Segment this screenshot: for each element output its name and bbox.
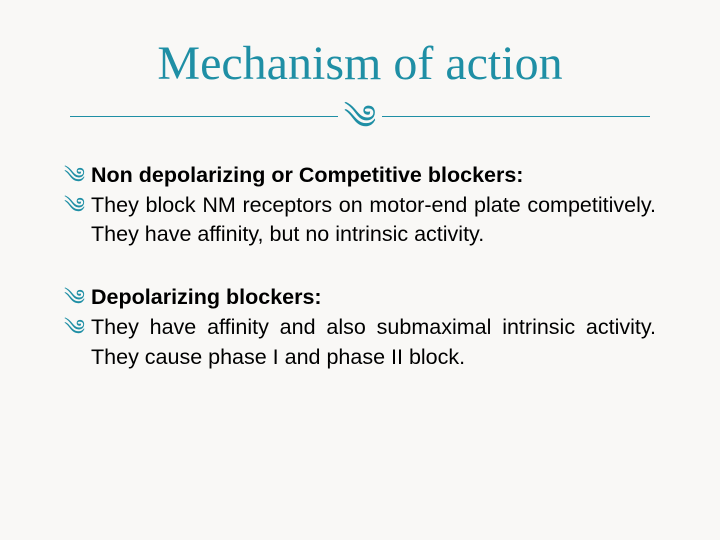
- ornament-line-right: [382, 116, 650, 117]
- ornament-line-left: [70, 116, 338, 117]
- list-item: ༄ They block NM receptors on motor-end p…: [64, 191, 656, 249]
- bullet-icon: ༄: [64, 191, 85, 221]
- bullet-icon: ༄: [64, 313, 85, 343]
- list-item: ༄ Depolarizing blockers:: [64, 283, 656, 313]
- list-item: ༄ They have affinity and also submaximal…: [64, 313, 656, 371]
- bullet-body: They have affinity and also submaximal i…: [91, 313, 656, 371]
- slide: Mechanism of action ༄ ༄ Non depolarizing…: [0, 0, 720, 540]
- list-item: ༄ Non depolarizing or Competitive blocke…: [64, 161, 656, 191]
- bullet-block: ༄ Non depolarizing or Competitive blocke…: [64, 161, 656, 249]
- bullet-body: They block NM receptors on motor-end pla…: [91, 191, 656, 249]
- page-title: Mechanism of action: [60, 36, 660, 91]
- bullet-icon: ༄: [64, 161, 85, 191]
- bullet-heading: Non depolarizing or Competitive blockers…: [91, 161, 656, 190]
- content-area: ༄ Non depolarizing or Competitive blocke…: [60, 161, 660, 372]
- bullet-icon: ༄: [64, 283, 85, 313]
- ornament-icon: ༄: [338, 101, 382, 135]
- title-ornament: ༄: [70, 99, 650, 133]
- bullet-block: ༄ Depolarizing blockers: ༄ They have aff…: [64, 283, 656, 371]
- bullet-heading: Depolarizing blockers:: [91, 283, 656, 312]
